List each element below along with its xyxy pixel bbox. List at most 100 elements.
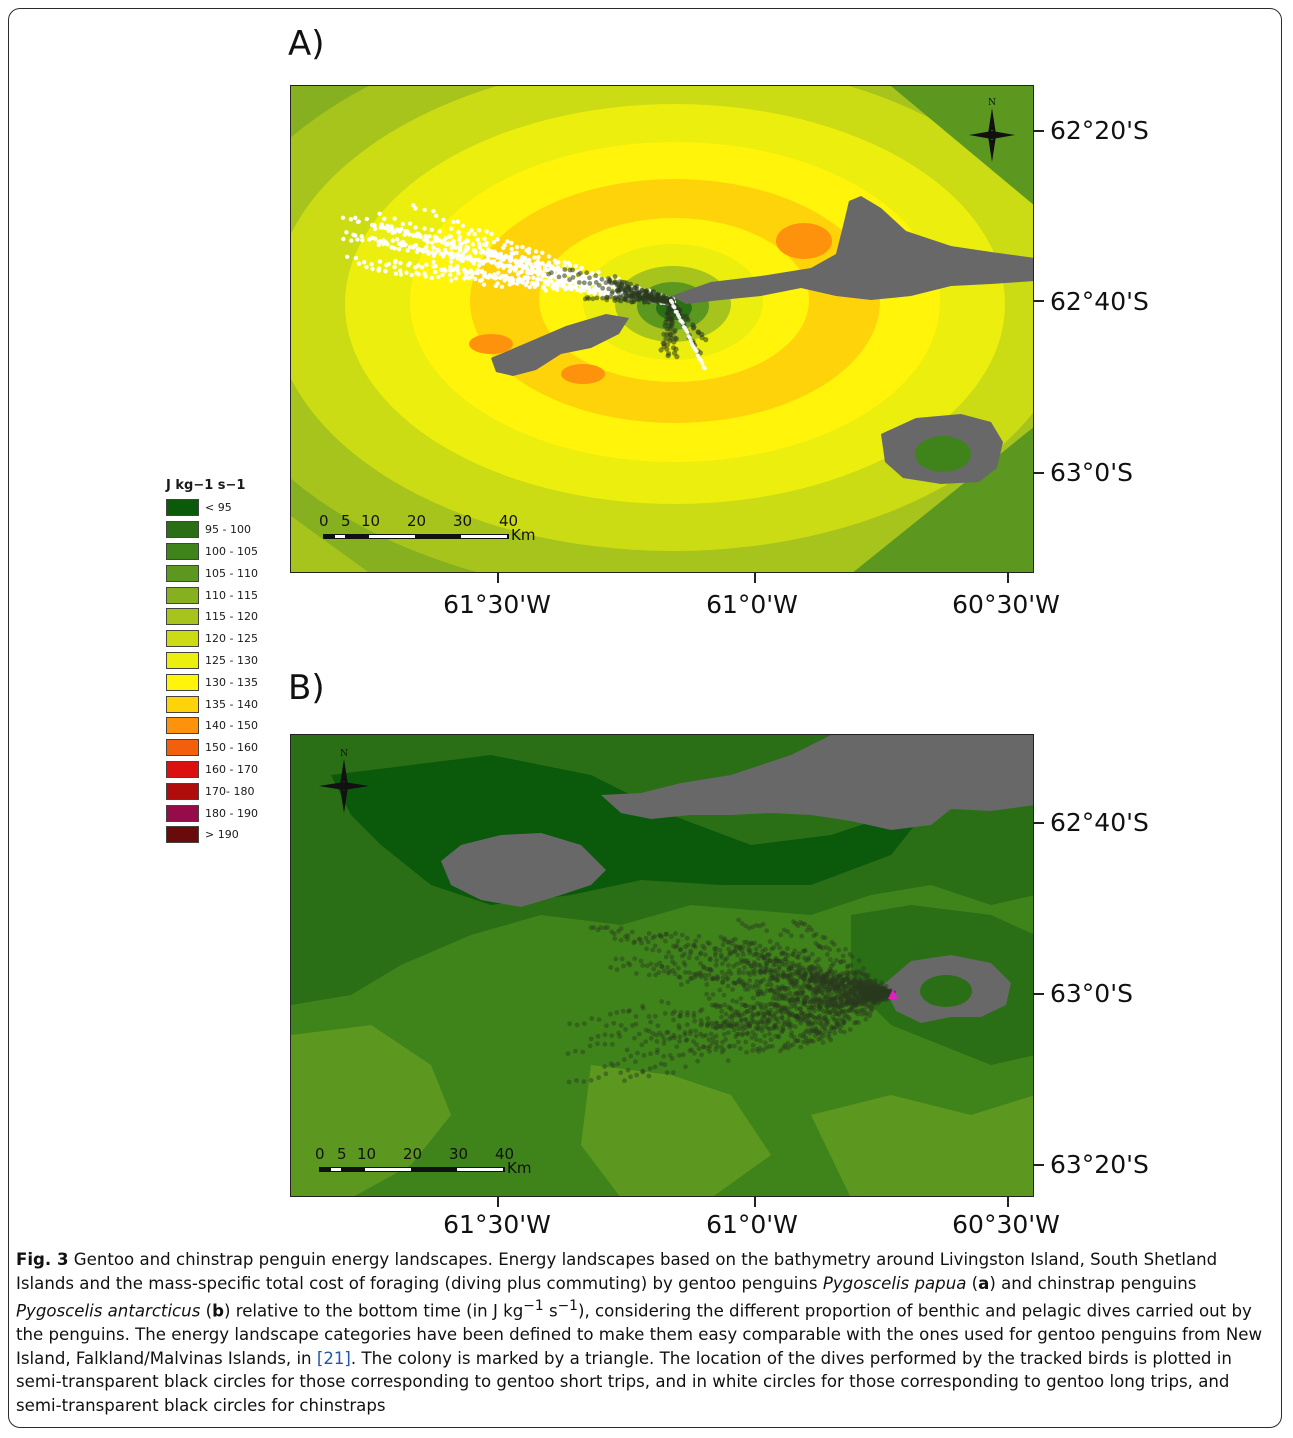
gentoo-long-trip-dive	[562, 260, 567, 265]
chinstrap-dive	[831, 973, 837, 979]
chinstrap-dive	[804, 1038, 809, 1044]
reference-link[interactable]: [21]	[316, 1348, 351, 1368]
chinstrap-dive	[799, 1010, 804, 1016]
chinstrap-dive	[716, 1024, 722, 1029]
gentoo-long-trip-dive	[509, 246, 514, 252]
chinstrap-dive	[751, 952, 757, 958]
chinstrap-dive	[760, 948, 766, 954]
gentoo-long-trip-dive	[376, 266, 382, 271]
chinstrap-dive	[618, 926, 624, 931]
chinstrap-dive	[775, 1019, 781, 1025]
chinstrap-dive	[715, 975, 721, 981]
chinstrap-dive	[663, 938, 668, 944]
chinstrap-dive	[765, 1010, 771, 1016]
chinstrap-dive	[810, 991, 816, 997]
legend-swatch	[166, 542, 199, 560]
chinstrap-dive	[803, 972, 808, 978]
chinstrap-dive	[659, 964, 665, 969]
chinstrap-dive	[793, 921, 799, 926]
chinstrap-dive	[846, 990, 852, 995]
chinstrap-dive	[860, 1000, 865, 1006]
chinstrap-dive	[752, 960, 757, 965]
chinstrap-dive	[723, 1037, 728, 1042]
gentoo-long-trip-dive	[520, 280, 525, 285]
chinstrap-dive	[672, 971, 678, 976]
gentoo-short-trip-dive	[631, 299, 637, 305]
chinstrap-dive	[770, 976, 776, 982]
chinstrap-dive	[802, 999, 807, 1004]
chinstrap-dive	[634, 1072, 640, 1078]
chinstrap-dive	[792, 948, 798, 954]
chinstrap-dive	[692, 974, 698, 980]
chinstrap-dive	[693, 1033, 699, 1039]
chinstrap-dive	[757, 943, 763, 949]
chinstrap-dive	[848, 962, 854, 968]
chinstrap-dive	[802, 972, 807, 978]
chinstrap-dive	[885, 992, 890, 997]
chinstrap-dive	[721, 1025, 726, 1031]
gentoo-long-trip-dive	[510, 280, 516, 286]
chinstrap-dive	[809, 1026, 815, 1032]
chinstrap-dive	[709, 1020, 715, 1026]
chinstrap-dive	[782, 1042, 788, 1048]
chinstrap-dive	[632, 1035, 637, 1041]
chinstrap-dive	[883, 987, 889, 993]
chinstrap-dive	[847, 970, 853, 975]
chinstrap-dive	[767, 988, 773, 994]
chinstrap-dive	[739, 1017, 744, 1023]
chinstrap-dive	[801, 977, 807, 982]
chinstrap-dive	[790, 1012, 796, 1017]
chinstrap-dive	[752, 971, 757, 977]
chinstrap-dive	[829, 997, 835, 1002]
chinstrap-dive	[648, 1035, 654, 1041]
chinstrap-dive	[771, 962, 777, 968]
gentoo-long-trip-dive	[465, 256, 470, 261]
chinstrap-dive	[876, 989, 882, 995]
chinstrap-dive	[816, 976, 822, 982]
chinstrap-dive	[852, 995, 858, 1001]
chinstrap-dive	[884, 996, 890, 1002]
chinstrap-dive	[736, 978, 742, 984]
legend-swatch	[166, 717, 199, 735]
chinstrap-dive	[830, 981, 836, 986]
chinstrap-dive	[816, 1016, 822, 1022]
gentoo-long-trip-dive	[440, 272, 445, 277]
gentoo-long-trip-dive	[514, 250, 519, 255]
chinstrap-dive	[770, 1043, 775, 1049]
chinstrap-dive	[768, 1014, 774, 1019]
chinstrap-dive	[787, 972, 793, 978]
chinstrap-dive	[608, 1061, 614, 1067]
gentoo-long-trip-dive	[398, 268, 403, 273]
chinstrap-dive	[598, 925, 604, 931]
chinstrap-dive	[866, 990, 872, 996]
gentoo-long-trip-dive	[476, 228, 482, 233]
chinstrap-dive	[734, 1021, 740, 1026]
chinstrap-dive	[817, 1020, 823, 1026]
chinstrap-dive	[877, 986, 882, 992]
chinstrap-dive	[807, 999, 813, 1005]
chinstrap-dive	[823, 1002, 828, 1008]
chinstrap-dive	[819, 999, 825, 1005]
chinstrap-dive	[846, 995, 852, 1001]
chinstrap-dive	[729, 1019, 735, 1025]
chinstrap-dive	[767, 1002, 773, 1007]
chinstrap-dive	[835, 973, 841, 979]
chinstrap-dive	[829, 1024, 834, 1030]
chinstrap-dive	[621, 1057, 627, 1062]
chinstrap-dive	[595, 1041, 600, 1047]
chinstrap-dive	[693, 938, 699, 944]
legend-swatch	[166, 782, 199, 800]
chinstrap-dive	[781, 974, 786, 980]
gentoo-long-trip-dive	[456, 271, 461, 276]
chinstrap-dive	[836, 982, 841, 988]
chinstrap-dive	[755, 1011, 761, 1016]
chinstrap-dive	[845, 1014, 851, 1020]
chinstrap-dive	[820, 981, 825, 987]
chinstrap-dive	[567, 1021, 573, 1027]
chinstrap-dive	[785, 1045, 791, 1051]
gentoo-long-trip-dive	[436, 274, 441, 280]
chinstrap-dive	[829, 998, 834, 1003]
chinstrap-dive	[835, 1004, 841, 1009]
chinstrap-dive	[755, 1020, 761, 1025]
chinstrap-dive	[783, 1005, 789, 1011]
